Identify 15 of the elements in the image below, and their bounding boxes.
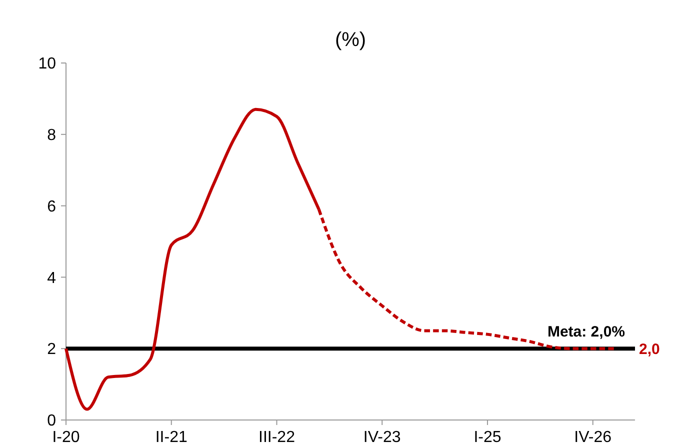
chart-title: (%) <box>334 29 366 51</box>
x-tick-label: IV-26 <box>574 429 612 446</box>
x-tick-label: III-22 <box>258 429 296 446</box>
y-tick-label: 0 <box>47 412 56 430</box>
ref-line-label: Meta: 2,0% <box>547 324 625 341</box>
y-tick-label: 4 <box>47 270 56 287</box>
y-tick-label: 6 <box>47 198 56 216</box>
data-label: 2,0 <box>639 340 660 358</box>
y-tick-label: 2 <box>47 341 56 358</box>
x-tick-label: II-21 <box>155 429 188 446</box>
y-tick-label: 10 <box>38 56 56 73</box>
y-tick-label: 8 <box>47 127 56 144</box>
x-tick-label: I-20 <box>52 429 80 446</box>
x-tick-label: IV-23 <box>363 429 401 446</box>
x-tick-label: I-25 <box>474 429 502 446</box>
